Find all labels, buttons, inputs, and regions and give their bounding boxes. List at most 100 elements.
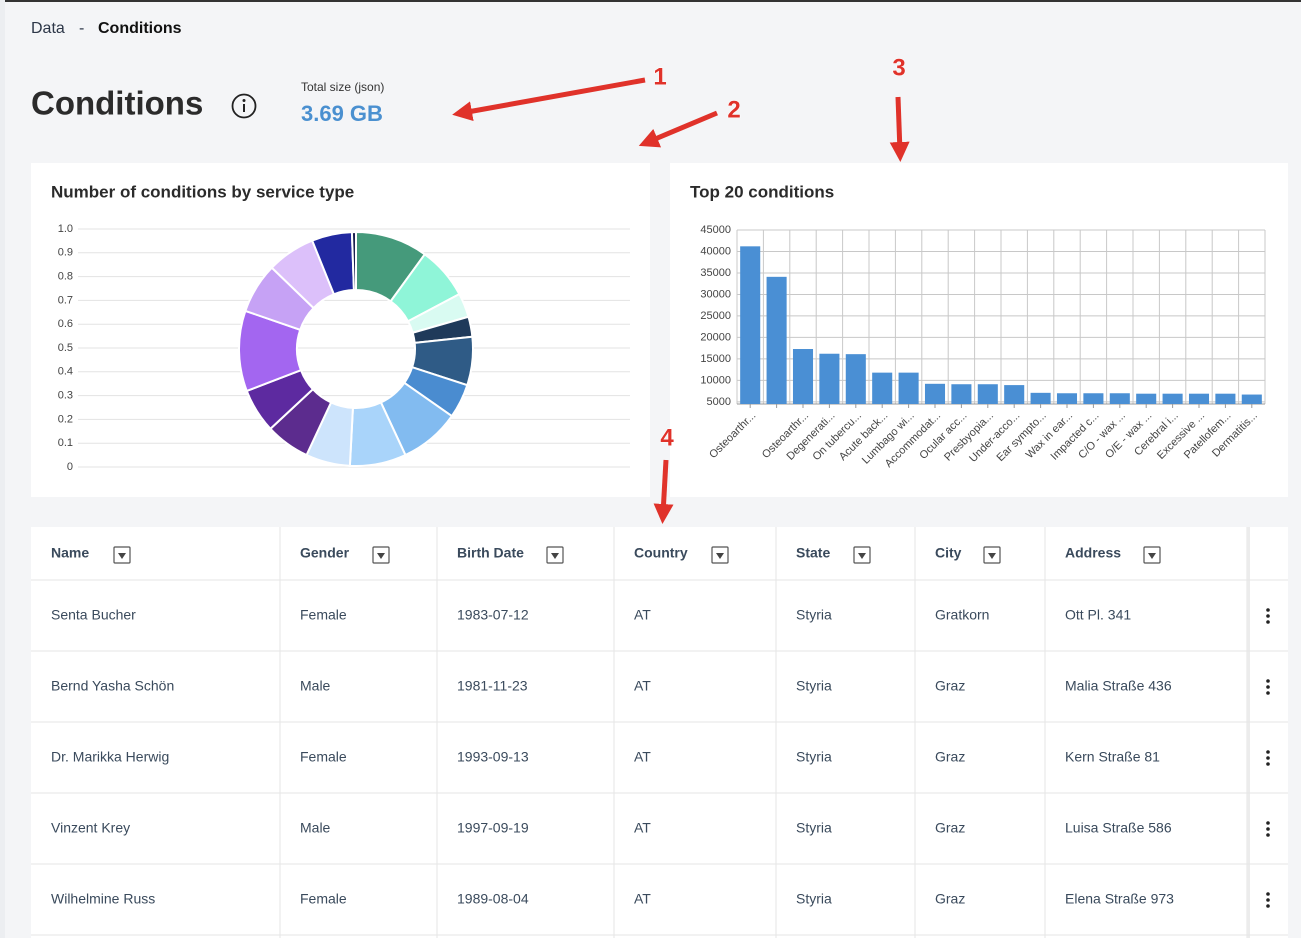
annotation-number: 1 <box>653 63 666 90</box>
bar[interactable] <box>1215 393 1236 404</box>
breadcrumb-separator: - <box>79 20 84 37</box>
y-tick-label: 0.8 <box>58 271 73 283</box>
y-tick-label: 0.1 <box>58 437 73 449</box>
row-menu-dot[interactable] <box>1266 620 1270 624</box>
y-tick-label: 5000 <box>707 396 731 408</box>
table-cell: Male <box>300 678 331 694</box>
table-cell: 1993-09-13 <box>457 749 529 765</box>
table-cell: 1983-07-12 <box>457 607 529 623</box>
table-cell: 1981-11-23 <box>457 678 528 694</box>
row-menu-dot[interactable] <box>1266 608 1270 612</box>
row-menu-dot[interactable] <box>1266 892 1270 896</box>
arrow <box>889 96 910 162</box>
table-cell: Female <box>300 749 347 765</box>
table-cell: Styria <box>796 607 832 623</box>
bar[interactable] <box>898 372 919 404</box>
table-cell: Female <box>300 607 347 623</box>
bar[interactable] <box>1136 393 1157 404</box>
annotation-number: 3 <box>892 54 905 81</box>
bar[interactable] <box>1083 393 1104 404</box>
column-header[interactable]: Birth Date <box>457 545 524 561</box>
table-cell: Kern Straße 81 <box>1065 749 1160 765</box>
y-tick-label: 0.3 <box>58 390 73 402</box>
bar[interactable] <box>977 384 998 404</box>
donut-chart: 0 0.1 0.2 0.3 0.4 0.5 0.6 0.7 0.8 0.9 1.0 <box>58 223 630 473</box>
bar[interactable] <box>792 349 814 404</box>
table-cell: Gratkorn <box>935 607 989 623</box>
row-menu-dot[interactable] <box>1266 904 1270 908</box>
row-menu-dot[interactable] <box>1266 679 1270 683</box>
table-cell: Graz <box>935 749 965 765</box>
annotations: 1 2 3 4 <box>452 54 910 524</box>
table-cell: Graz <box>935 678 965 694</box>
column-header[interactable]: Name <box>51 545 89 561</box>
row-menu-dot[interactable] <box>1266 756 1270 760</box>
bar[interactable] <box>872 372 893 404</box>
y-tick-label: 45000 <box>700 224 731 236</box>
table-cell: Vinzent Krey <box>51 820 130 836</box>
arrow <box>452 77 646 122</box>
table-cell: Styria <box>796 820 832 836</box>
table-cell: Bernd Yasha Schön <box>51 678 174 694</box>
y-tick-label: 0.5 <box>58 342 73 354</box>
breadcrumb-parent[interactable]: Data <box>31 20 65 37</box>
bar[interactable] <box>766 276 787 404</box>
table-card <box>31 527 1288 938</box>
top-border <box>0 0 1301 2</box>
table-cell: AT <box>634 749 651 765</box>
row-menu-dot[interactable] <box>1266 762 1270 766</box>
table-cell: Male <box>300 820 331 836</box>
y-tick-label: 0.7 <box>58 294 73 306</box>
annotation-number: 4 <box>660 424 674 451</box>
column-header[interactable]: State <box>796 545 830 561</box>
bar[interactable] <box>1188 393 1210 404</box>
row-menu-dot[interactable] <box>1266 898 1270 902</box>
bar[interactable] <box>1109 393 1130 404</box>
y-tick-label: 25000 <box>700 310 731 322</box>
bar[interactable] <box>1056 393 1078 404</box>
bar[interactable] <box>1241 394 1262 404</box>
table-cell: AT <box>634 820 651 836</box>
bar[interactable] <box>1004 385 1025 404</box>
row-menu-dot[interactable] <box>1266 833 1270 837</box>
table-cell: Malia Straße 436 <box>1065 678 1172 694</box>
chart-title: Top 20 conditions <box>690 182 834 201</box>
column-header[interactable]: Country <box>634 545 688 561</box>
table-cell: AT <box>634 678 651 694</box>
row-menu-dot[interactable] <box>1266 691 1270 695</box>
y-tick-label: 1.0 <box>58 223 73 235</box>
y-tick-label: 0 <box>67 461 73 473</box>
row-menu-dot[interactable] <box>1266 614 1270 618</box>
info-icon[interactable] <box>231 93 257 119</box>
column-header[interactable]: Address <box>1065 545 1121 561</box>
row-menu-dot[interactable] <box>1266 750 1270 754</box>
bar[interactable] <box>1162 393 1183 404</box>
table-cell: AT <box>634 607 651 623</box>
column-header[interactable]: Gender <box>300 545 350 561</box>
bar[interactable] <box>819 353 840 404</box>
y-tick-label: 0.2 <box>58 413 73 425</box>
bar[interactable] <box>951 384 972 404</box>
bar[interactable] <box>924 383 946 404</box>
row-menu-dot[interactable] <box>1266 821 1270 825</box>
table-cell: 1989-08-04 <box>457 891 529 907</box>
table-cell: Dr. Marikka Herwig <box>51 749 169 765</box>
y-tick-label: 0.6 <box>58 318 73 330</box>
bar[interactable] <box>845 354 866 404</box>
row-menu-dot[interactable] <box>1266 685 1270 689</box>
table-cell: Styria <box>796 678 832 694</box>
filter-arrow <box>716 553 724 559</box>
table-cell: Graz <box>935 820 965 836</box>
row-menu-dot[interactable] <box>1266 827 1270 831</box>
table-cell: Female <box>300 891 347 907</box>
y-tick-label: 10000 <box>700 374 731 386</box>
table-cell: Luisa Straße 586 <box>1065 820 1172 836</box>
bar[interactable] <box>740 246 761 404</box>
table-cell: Ott Pl. 341 <box>1065 607 1131 623</box>
column-header[interactable]: City <box>935 545 962 561</box>
table-cell: Styria <box>796 891 832 907</box>
table-cell: Senta Bucher <box>51 607 136 623</box>
bar[interactable] <box>1030 392 1051 404</box>
donut-segment[interactable] <box>350 230 357 292</box>
